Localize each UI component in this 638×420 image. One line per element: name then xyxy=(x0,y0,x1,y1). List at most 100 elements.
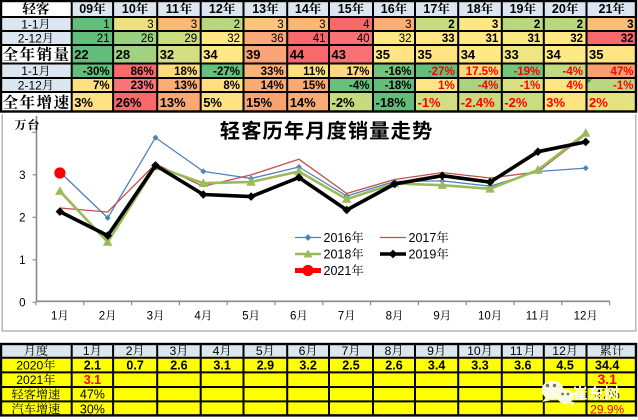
svg-text:32: 32 xyxy=(570,33,583,45)
svg-text:8: 8 xyxy=(385,344,392,358)
svg-text:12: 12 xyxy=(552,344,566,358)
svg-text:22: 22 xyxy=(74,47,88,62)
svg-text:1: 1 xyxy=(51,311,57,323)
svg-text:3.3: 3.3 xyxy=(471,359,488,373)
svg-text:6: 6 xyxy=(299,344,306,358)
svg-text:2019: 2019 xyxy=(409,247,437,261)
svg-text:7%: 7% xyxy=(93,80,110,92)
svg-text:2-12: 2-12 xyxy=(18,31,42,45)
svg-text:18: 18 xyxy=(467,2,481,16)
svg-text:16: 16 xyxy=(381,2,395,16)
svg-text:-27%: -27% xyxy=(428,66,455,78)
svg-text:11%: 11% xyxy=(303,66,325,78)
svg-text:30%: 30% xyxy=(80,402,105,416)
svg-text:35: 35 xyxy=(589,47,603,62)
svg-text:17.5%: 17.5% xyxy=(466,66,499,78)
svg-text:28: 28 xyxy=(116,47,130,62)
svg-text:34.4: 34.4 xyxy=(595,359,619,373)
svg-text:-4%: -4% xyxy=(478,80,498,92)
svg-text:-16%: -16% xyxy=(385,66,412,78)
svg-text:29: 29 xyxy=(184,33,197,45)
svg-text:32: 32 xyxy=(621,33,634,45)
svg-text:2017: 2017 xyxy=(409,231,437,245)
svg-text:31: 31 xyxy=(528,33,541,45)
svg-text:1: 1 xyxy=(83,344,90,358)
svg-text:26%: 26% xyxy=(116,95,142,110)
svg-text:20: 20 xyxy=(552,2,566,16)
svg-text:4.5: 4.5 xyxy=(556,359,573,373)
svg-text:32: 32 xyxy=(160,47,174,62)
svg-text:8: 8 xyxy=(386,311,392,323)
svg-text:12: 12 xyxy=(209,2,223,16)
svg-text:1-1: 1-1 xyxy=(21,64,39,78)
svg-text:14%: 14% xyxy=(290,95,316,110)
svg-text:2.5: 2.5 xyxy=(342,359,359,373)
svg-text:26: 26 xyxy=(141,33,154,45)
svg-text:-4%: -4% xyxy=(349,80,369,92)
svg-text:-2.4%: -2.4% xyxy=(461,95,495,110)
svg-text:2: 2 xyxy=(19,212,25,224)
svg-text:13%: 13% xyxy=(174,80,197,92)
svg-text:4%: 4% xyxy=(566,80,583,92)
svg-text:3.1: 3.1 xyxy=(213,359,230,373)
svg-text:7: 7 xyxy=(342,344,349,358)
svg-text:4: 4 xyxy=(194,311,201,323)
svg-text:29.9%: 29.9% xyxy=(590,402,624,416)
svg-text:3%: 3% xyxy=(74,95,93,110)
svg-text:3.4: 3.4 xyxy=(428,359,445,373)
svg-text:44: 44 xyxy=(290,47,305,62)
svg-text:3: 3 xyxy=(492,19,498,31)
svg-text:-30%: -30% xyxy=(83,66,110,78)
svg-text:-2%: -2% xyxy=(504,95,528,110)
svg-text:86%: 86% xyxy=(131,66,154,78)
svg-text:5%: 5% xyxy=(203,95,222,110)
svg-text:2%: 2% xyxy=(589,95,608,110)
svg-text:2: 2 xyxy=(99,311,105,323)
svg-text:31: 31 xyxy=(486,33,499,45)
svg-text:3.1: 3.1 xyxy=(597,371,617,387)
svg-text:15%: 15% xyxy=(302,80,325,92)
svg-text:47%: 47% xyxy=(610,66,633,78)
svg-text:17%: 17% xyxy=(346,66,369,78)
svg-text:14: 14 xyxy=(295,2,309,16)
svg-text:-18%: -18% xyxy=(385,80,412,92)
svg-text:09: 09 xyxy=(79,2,93,16)
svg-text:2: 2 xyxy=(234,19,240,31)
svg-text:3: 3 xyxy=(405,19,411,31)
svg-text:-27%: -27% xyxy=(213,66,240,78)
svg-text:1: 1 xyxy=(103,19,109,31)
svg-text:2021: 2021 xyxy=(16,373,43,387)
svg-text:7: 7 xyxy=(338,311,344,323)
svg-text:-1%: -1% xyxy=(613,80,633,92)
svg-text:5: 5 xyxy=(242,311,248,323)
svg-text:2: 2 xyxy=(534,19,540,31)
svg-text:41: 41 xyxy=(313,33,326,45)
svg-text:10: 10 xyxy=(478,311,491,323)
svg-text:12: 12 xyxy=(574,311,587,323)
svg-text:2021: 2021 xyxy=(324,264,352,278)
svg-text:34: 34 xyxy=(461,47,476,62)
svg-text:4: 4 xyxy=(363,19,370,31)
svg-text:2.6: 2.6 xyxy=(170,359,187,373)
svg-text:13%: 13% xyxy=(160,95,186,110)
svg-text:39: 39 xyxy=(246,47,260,62)
svg-text:1%: 1% xyxy=(438,80,455,92)
svg-text:11: 11 xyxy=(526,311,538,323)
svg-text:3: 3 xyxy=(170,344,177,358)
svg-text:3%: 3% xyxy=(546,95,565,110)
svg-text:2.1: 2.1 xyxy=(84,359,101,373)
svg-text:2: 2 xyxy=(448,19,454,31)
svg-text:34: 34 xyxy=(546,47,561,62)
svg-text:3.1: 3.1 xyxy=(84,373,101,387)
svg-text:-1%: -1% xyxy=(520,80,540,92)
svg-text:35: 35 xyxy=(376,47,390,62)
svg-text:2: 2 xyxy=(126,344,133,358)
svg-text:9: 9 xyxy=(433,311,439,323)
svg-text:1: 1 xyxy=(19,255,25,267)
svg-text:32: 32 xyxy=(227,33,240,45)
svg-text:43: 43 xyxy=(332,47,346,62)
svg-text:40: 40 xyxy=(357,33,370,45)
svg-text:-1%: -1% xyxy=(418,95,442,110)
svg-text:0: 0 xyxy=(19,297,25,309)
svg-text:33%: 33% xyxy=(261,66,284,78)
